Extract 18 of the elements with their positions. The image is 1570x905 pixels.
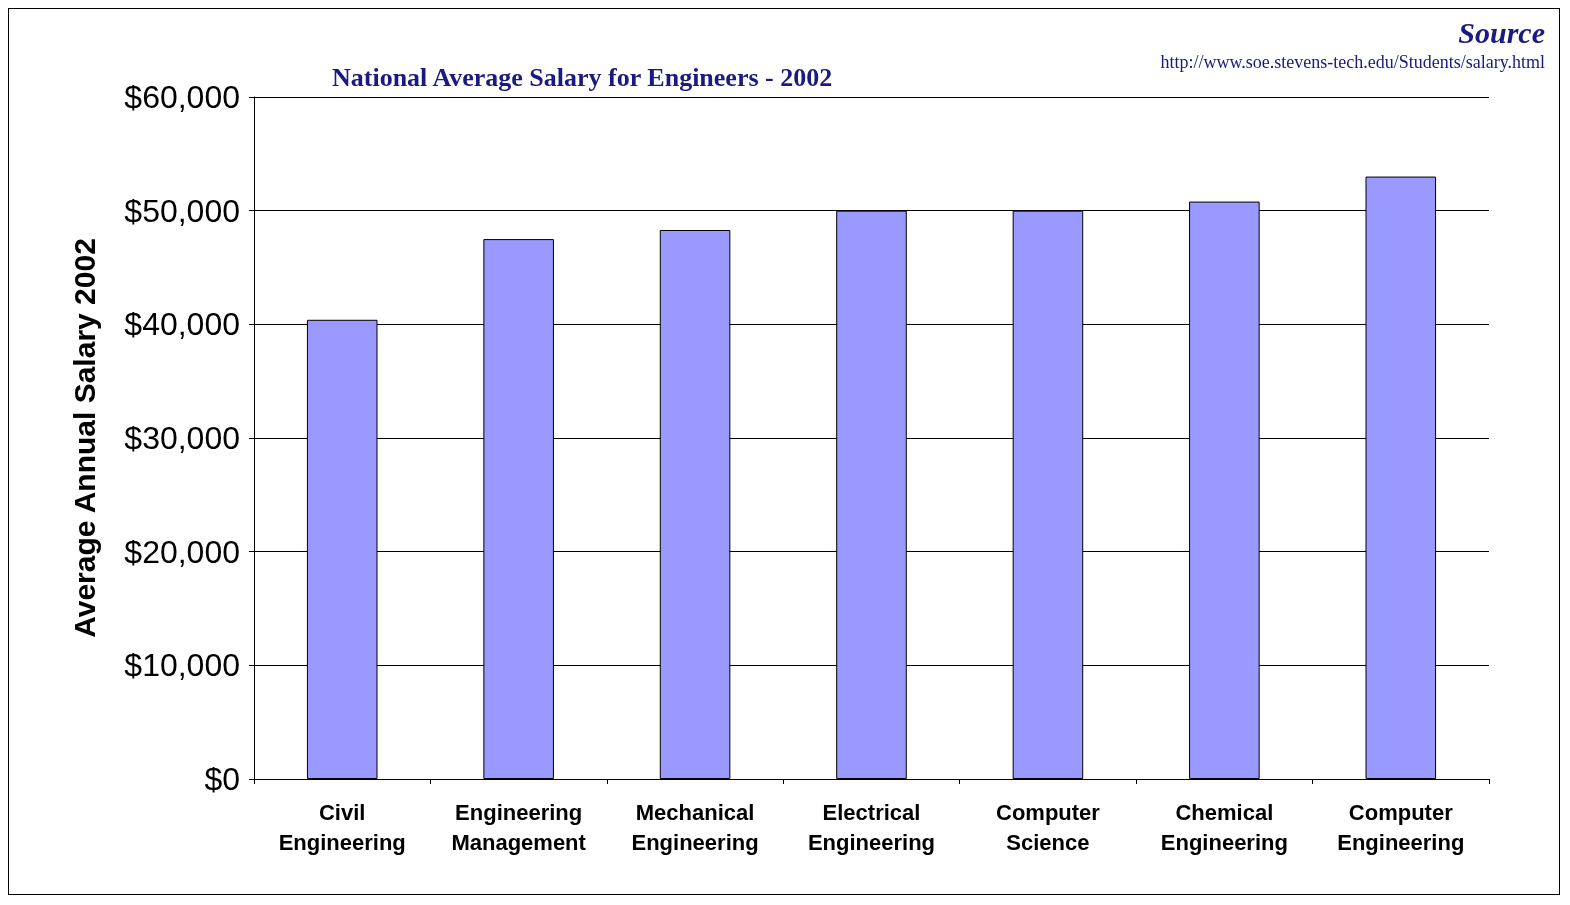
y-tick-label: $10,000: [124, 647, 240, 684]
y-tick-label: $60,000: [124, 79, 240, 115]
text: http://www.soe.stevens-tech.edu/Students/salary.html: [1160, 52, 1546, 72]
y-tick-label: $50,000: [124, 192, 240, 229]
x-tick-label: Electrical Engineering: [807, 799, 936, 855]
y-tick-label: $0: [204, 761, 240, 797]
x-tick-label: Civil Engineering: [278, 799, 406, 855]
text: Source: [1458, 15, 1546, 49]
x-tick-label: Chemical Engineering: [1160, 799, 1288, 855]
x-tick-label: Mechanical Engineering: [631, 799, 759, 855]
y-tick-label: $20,000: [124, 533, 240, 570]
y-tick-label: $40,000: [124, 306, 240, 343]
x-tick-label: Computer Engineering: [1337, 799, 1465, 855]
y-tick-label: $30,000: [124, 420, 240, 456]
chart-title: National Average Salary for Engineers - 2002: [332, 62, 833, 92]
x-tick-label: Computer Science: [995, 799, 1101, 855]
y-axis-title: Average Annual Salary 2002: [67, 238, 101, 638]
x-tick-label: Engineering Management: [451, 799, 587, 855]
